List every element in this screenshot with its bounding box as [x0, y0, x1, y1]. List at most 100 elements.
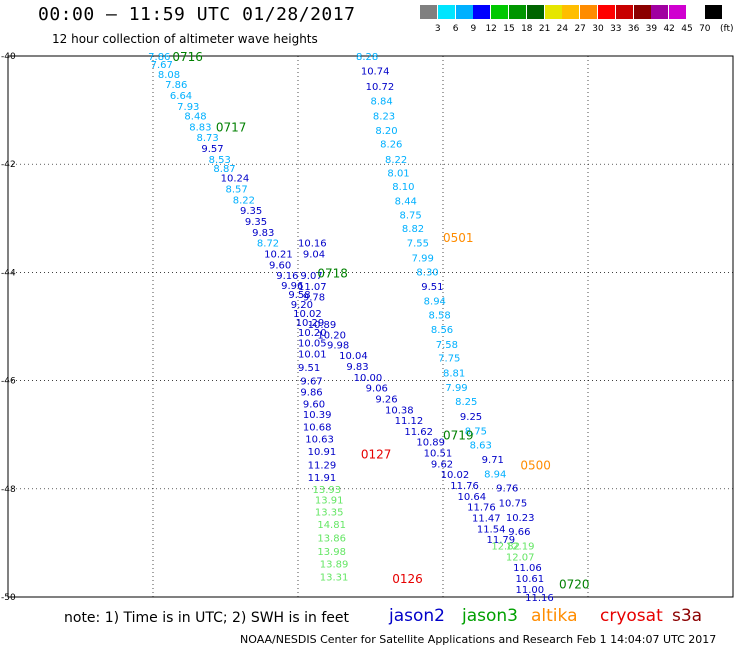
swh-value: 9.60 — [269, 260, 291, 271]
color-scale-swatch — [580, 5, 598, 19]
swh-value: 13.98 — [317, 547, 346, 558]
swh-value: 11.16 — [525, 593, 554, 604]
swh-value: 13.35 — [315, 508, 344, 519]
swh-value: 7.58 — [436, 340, 458, 351]
swh-value: 8.44 — [395, 196, 417, 207]
swh-value: 10.21 — [264, 249, 293, 260]
swh-value: 13.91 — [315, 496, 344, 507]
swh-value: 8.57 — [226, 185, 248, 196]
swh-value: 7.55 — [407, 239, 429, 250]
swh-value: 9.62 — [431, 459, 453, 470]
page-title: 00:00 – 11:59 UTC 01/28/2017 — [38, 4, 356, 25]
legend-cryosat: cryosat — [600, 606, 663, 626]
swh-value: 10.20 — [298, 328, 327, 339]
time-label: 0500 — [520, 458, 551, 472]
swh-value: 8.22 — [233, 195, 255, 206]
swh-value: 8.81 — [443, 368, 465, 379]
swh-value: 10.38 — [385, 405, 414, 416]
color-scale-swatch — [526, 5, 544, 19]
swh-value: 13.89 — [320, 559, 349, 570]
swh-value: 10.63 — [305, 434, 334, 445]
swh-value: 14.81 — [317, 520, 346, 531]
time-label: 0717 — [216, 120, 247, 134]
altimeter-map: 151821242730-40-42-44-46-48-507.867.678.… — [1, 50, 734, 605]
y-tick-label: -46 — [1, 377, 16, 387]
color-scale-label: 33 — [610, 24, 622, 34]
swh-value: 11.12 — [395, 416, 424, 427]
color-scale-swatch — [509, 5, 526, 19]
legend-jason3: jason3 — [462, 606, 518, 626]
swh-value: 6.64 — [170, 91, 192, 102]
swh-value: 8.26 — [380, 140, 402, 151]
legend-s3a: s3a — [672, 606, 703, 626]
swh-value: 10.89 — [308, 320, 337, 331]
swh-value: 9.35 — [245, 217, 267, 228]
time-label: 0716 — [172, 50, 203, 64]
swh-value: 12.19 — [506, 542, 535, 553]
swh-value: 9.60 — [303, 399, 325, 410]
color-scale-swatch — [455, 5, 473, 19]
swh-value: 7.67 — [151, 60, 173, 71]
swh-value: 9.78 — [303, 293, 325, 304]
y-tick-label: -44 — [1, 268, 16, 278]
swh-value: 9.51 — [421, 282, 443, 293]
swh-value: 9.04 — [303, 249, 325, 260]
swh-value: 9.58 — [288, 290, 310, 301]
color-scale-swatch — [437, 5, 455, 19]
swh-value: 8.75 — [400, 211, 422, 222]
time-label: 0126 — [392, 572, 423, 586]
swh-value: 10.02 — [293, 309, 322, 320]
color-scale-swatch — [615, 5, 633, 19]
swh-value: 10.01 — [298, 350, 327, 361]
color-scale-swatch — [562, 5, 580, 19]
swh-value: 11.76 — [450, 481, 479, 492]
color-scale-swatch — [491, 5, 509, 19]
color-scale-swatch — [687, 5, 704, 19]
swh-value: 11.47 — [472, 513, 501, 524]
swh-value: 8.48 — [184, 112, 206, 123]
swh-value: 8.72 — [257, 239, 279, 250]
swh-value: 8.56 — [431, 325, 453, 336]
color-scale-label: 39 — [645, 24, 658, 34]
swh-value: 8.53 — [209, 155, 231, 166]
swh-value: 10.24 — [221, 174, 250, 185]
swh-value: 8.94 — [484, 470, 506, 481]
swh-value: 13.86 — [317, 533, 346, 544]
color-scale-label: 24 — [556, 24, 569, 34]
swh-value: 8.94 — [424, 297, 446, 308]
swh-value: 11.07 — [298, 282, 327, 293]
y-tick-label: -42 — [1, 160, 16, 170]
time-label: 0718 — [317, 266, 348, 280]
swh-value: 9.96 — [281, 281, 303, 292]
color-scale-label: 36 — [627, 24, 640, 34]
y-tick-label: -50 — [1, 593, 16, 603]
swh-value: 10.64 — [458, 492, 487, 503]
swh-value: 9.20 — [291, 300, 313, 311]
swh-value: 10.75 — [499, 498, 528, 509]
color-scale-swatch — [544, 5, 562, 19]
swh-value: 10.04 — [339, 351, 368, 362]
color-scale-swatch — [420, 5, 437, 19]
swh-value: 11.76 — [467, 503, 496, 514]
swh-value: 10.61 — [516, 574, 545, 585]
swh-value: 10.29 — [296, 318, 325, 329]
credit-line: NOAA/NESDIS Center for Satellite Applica… — [240, 633, 717, 646]
color-scale-label: 45 — [681, 24, 693, 34]
swh-value: 10.72 — [366, 82, 395, 93]
time-label: 0720 — [559, 577, 590, 591]
y-tick-label: -40 — [1, 52, 16, 62]
swh-value: 11.62 — [404, 427, 433, 438]
swh-value: 9.71 — [482, 455, 504, 466]
swh-value: 11.79 — [487, 535, 516, 546]
color-scale-swatch — [598, 5, 615, 19]
color-scale-swatch — [651, 5, 669, 19]
y-tick-label: -48 — [1, 485, 16, 495]
time-label: 0501 — [443, 231, 474, 245]
swh-value: 10.02 — [441, 470, 470, 481]
swh-value: 9.57 — [201, 144, 223, 155]
swh-value: 10.51 — [424, 449, 453, 460]
color-scale-units: (ft) — [720, 24, 734, 34]
color-scale-label: 3 — [434, 24, 441, 34]
swh-value: 8.87 — [213, 164, 235, 175]
swh-value: 9.67 — [300, 377, 322, 388]
